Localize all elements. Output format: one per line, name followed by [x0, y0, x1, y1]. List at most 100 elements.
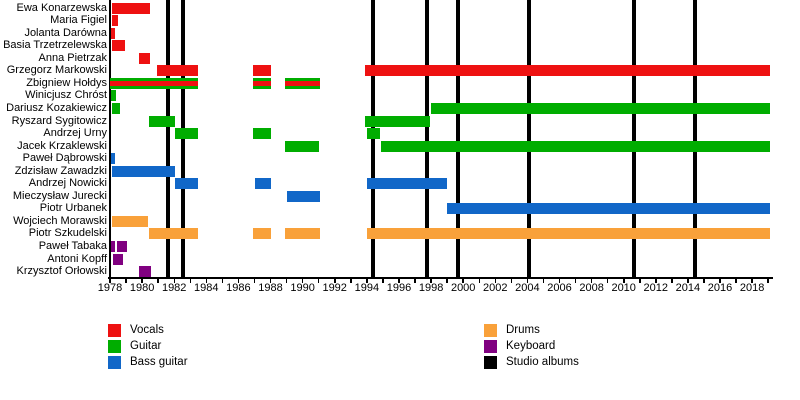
- member-label: Piotr Szkudelski: [28, 227, 107, 240]
- timeline-bar: [175, 128, 199, 139]
- x-tick: [221, 279, 224, 283]
- timeline-bar: [366, 228, 770, 240]
- member-label: Jolanta Darówna: [24, 26, 107, 39]
- member-label: Anna Pietrzak: [38, 51, 107, 64]
- album-line: [455, 0, 460, 277]
- x-tick-label: 2002: [483, 282, 508, 294]
- x-tick-label: 1996: [386, 282, 412, 294]
- timeline-bar: [447, 203, 770, 215]
- x-tick: [639, 279, 641, 283]
- member-label: Jacek Krzaklewski: [17, 139, 107, 152]
- timeline-bar: [366, 178, 448, 190]
- album-line: [693, 0, 698, 277]
- x-tick: [558, 279, 561, 283]
- legend-swatch: [108, 339, 121, 353]
- member-label: Winicjusz Chróst: [25, 89, 107, 102]
- member-label: Paweł Dąbrowski: [22, 152, 107, 165]
- timeline-bar: [175, 178, 199, 190]
- x-tick-label: 1990: [290, 282, 315, 294]
- x-tick: [703, 279, 705, 283]
- album-line: [632, 0, 637, 277]
- legend-swatch: [108, 323, 121, 337]
- timeline-bar: [286, 190, 321, 202]
- x-tick: [606, 279, 609, 283]
- timeline-bar: [285, 77, 321, 89]
- legend-swatch: [484, 356, 497, 369]
- legend-label: Drums: [506, 323, 540, 336]
- x-tick: [735, 279, 737, 283]
- legend-label: Vocals: [130, 323, 164, 336]
- timeline-bar: [365, 65, 770, 77]
- legend-label: Studio albums: [506, 356, 579, 368]
- member-label: Wojciech Morawski: [13, 214, 107, 227]
- x-tick-label: 1984: [194, 282, 219, 294]
- x-tick: [334, 279, 336, 283]
- timeline-bar: [157, 65, 199, 77]
- x-tick: [173, 279, 175, 283]
- timeline-bar: [111, 40, 126, 52]
- timeline-bar: [117, 241, 127, 252]
- timeline-bar: [111, 215, 149, 227]
- x-tick-label: 2008: [579, 282, 604, 294]
- member-label: Ryszard Sygitowicz: [11, 114, 107, 127]
- member-label: Mieczysław Jurecki: [12, 189, 107, 202]
- member-label: Paweł Tabaka: [38, 240, 107, 252]
- timeline-bar: [252, 77, 271, 89]
- timeline-bar: [111, 2, 151, 14]
- x-tick: [687, 279, 689, 283]
- x-tick: [317, 279, 320, 283]
- x-tick-label: 2000: [450, 282, 476, 294]
- secondary-role-stripe: [285, 80, 321, 86]
- timeline-bar: [138, 266, 151, 278]
- x-tick: [542, 279, 545, 283]
- y-axis: [109, 0, 111, 279]
- x-tick: [205, 279, 208, 283]
- x-tick: [623, 279, 625, 283]
- x-tick: [767, 279, 769, 283]
- member-label: Zbigniew Hołdys: [26, 76, 107, 89]
- x-tick: [285, 279, 288, 283]
- x-tick: [157, 279, 159, 283]
- x-tick: [462, 279, 464, 283]
- timeline-bar: [285, 140, 319, 152]
- x-tick: [237, 279, 240, 283]
- timeline-bar: [252, 228, 271, 240]
- timeline-bar: [110, 153, 115, 165]
- x-tick: [301, 279, 304, 283]
- x-tick: [719, 279, 721, 283]
- timeline-bar: [110, 241, 115, 252]
- timeline-bar: [252, 128, 271, 139]
- timeline-bar: [111, 15, 118, 27]
- legend-label: Keyboard: [506, 339, 556, 352]
- timeline-bar: [113, 253, 123, 265]
- timeline-bar: [252, 65, 271, 77]
- timeline-bar: [431, 102, 770, 114]
- x-tick-label: 2004: [515, 282, 540, 294]
- x-tick: [109, 279, 111, 283]
- x-tick: [590, 279, 593, 283]
- x-tick: [269, 279, 272, 283]
- x-tick-label: 2006: [547, 282, 572, 294]
- member-label: Ewa Konarzewska: [16, 1, 108, 14]
- member-label: Zdzisław Zawadzki: [14, 164, 107, 177]
- x-tick-label: 2014: [675, 282, 701, 294]
- x-tick: [751, 279, 753, 283]
- member-label: Krzysztof Orłowski: [16, 265, 107, 278]
- x-tick: [574, 279, 577, 283]
- x-tick-label: 1992: [322, 282, 347, 294]
- member-label: Antoni Kopff: [47, 252, 107, 265]
- x-tick: [655, 279, 657, 283]
- member-label: Dariusz Kozakiewicz: [6, 101, 107, 114]
- x-tick: [141, 279, 143, 283]
- timeline-bar: [254, 178, 271, 190]
- member-label: Andrzej Urny: [43, 127, 107, 139]
- timeline-bar: [366, 128, 381, 139]
- legend-label: Bass guitar: [130, 356, 188, 368]
- x-tick-label: 2012: [643, 282, 669, 294]
- legend-swatch: [108, 356, 121, 369]
- timeline-bar: [110, 77, 199, 89]
- timeline-bar: [365, 115, 431, 127]
- x-tick: [125, 279, 127, 283]
- member-label: Grzegorz Markowski: [6, 64, 107, 77]
